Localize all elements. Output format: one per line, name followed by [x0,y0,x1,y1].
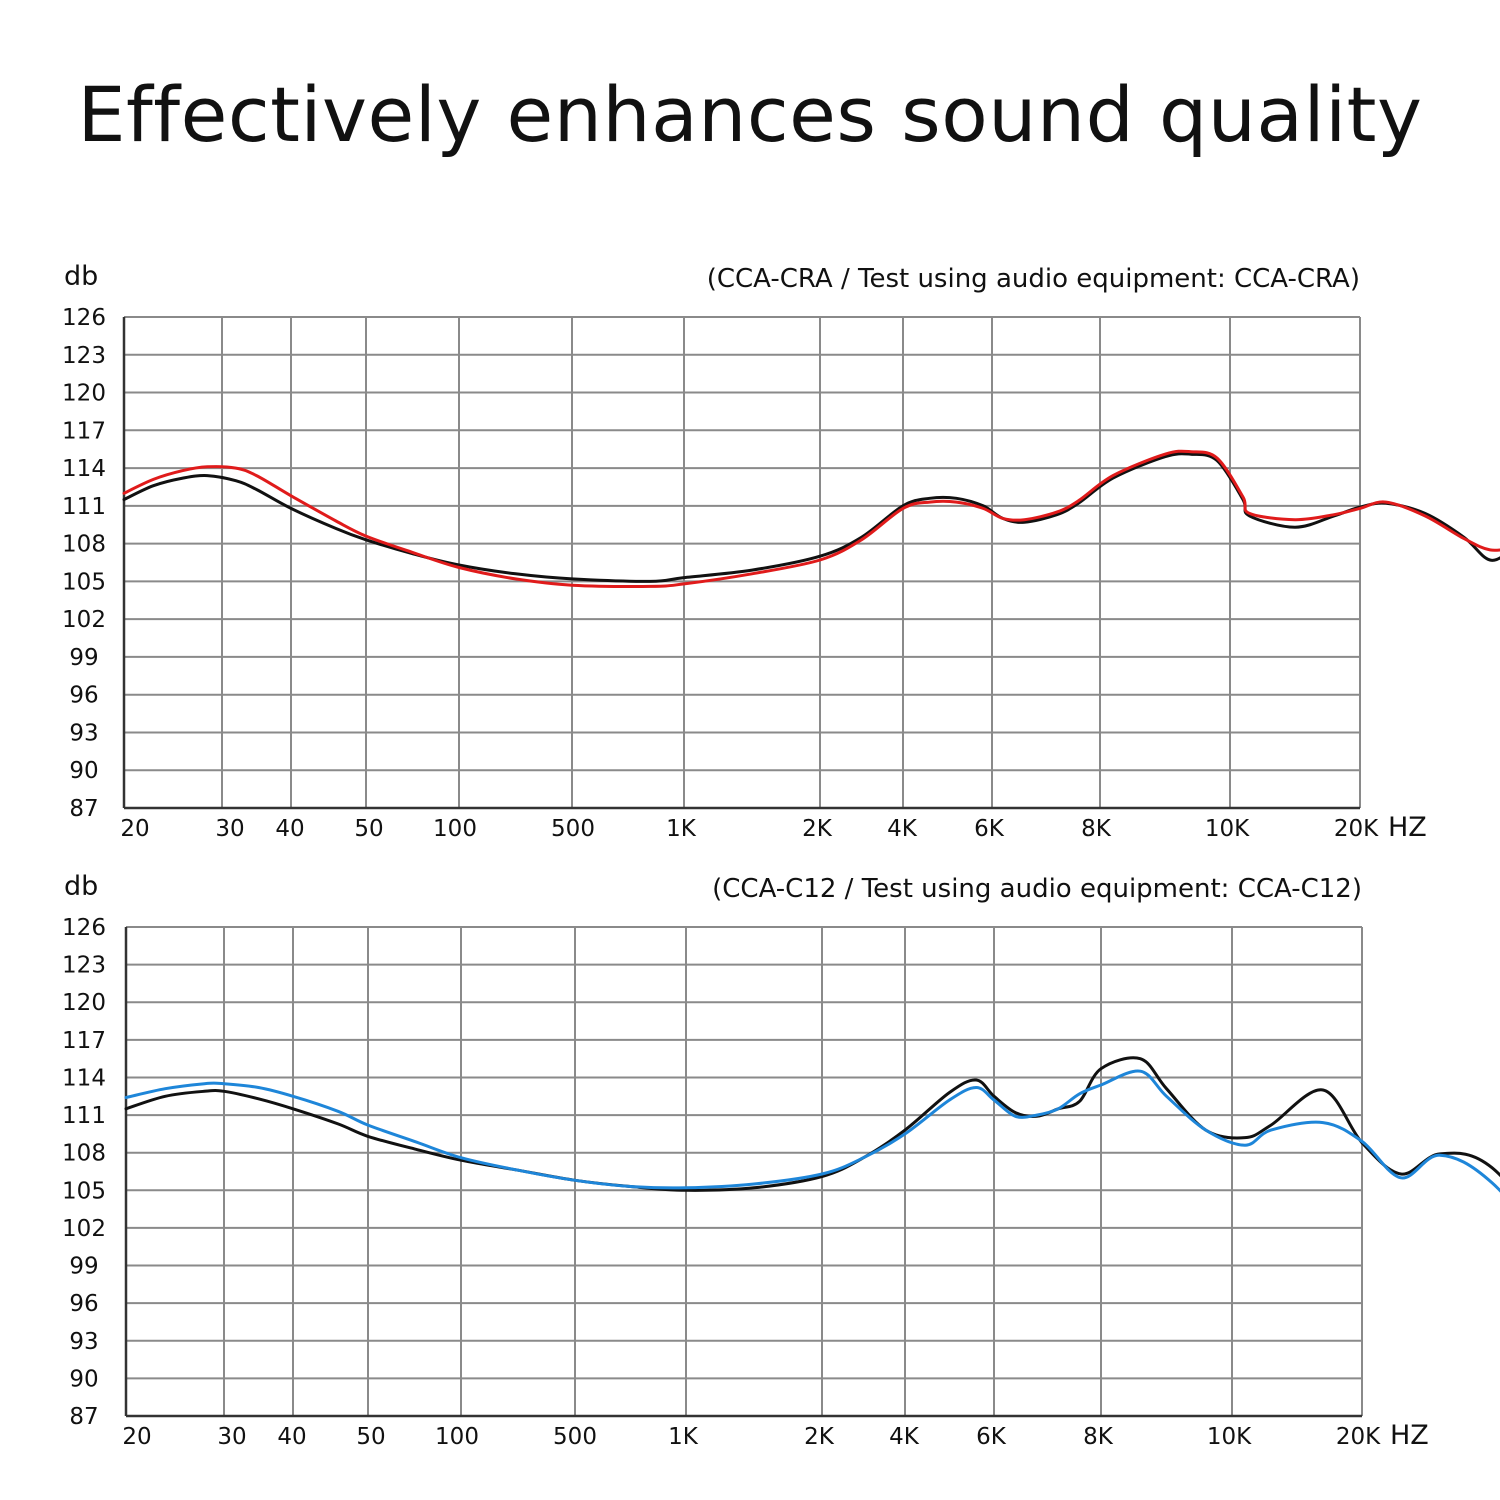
x-tick-label: 20K [1334,816,1379,842]
x-tick-label: 500 [553,1424,597,1450]
y-tick-label: 90 [69,758,98,784]
y-tick-label: 117 [62,1028,106,1054]
series-line-black [122,452,1500,583]
x-axis-title: HZ [1388,812,1427,843]
series-line-red [122,449,1500,588]
x-tick-label: 8K [1081,816,1112,842]
x-tick-label: 8K [1083,1424,1114,1450]
x-tick-label: 20K [1336,1424,1381,1450]
y-tick-label: 126 [62,915,106,941]
x-tick-label: 500 [551,816,595,842]
x-tick-label: 4K [887,816,918,842]
series-line-black [124,1056,1500,1192]
page-title: Effectively enhances sound quality [77,70,1423,159]
y-tick-label: 99 [69,1254,98,1280]
y-tick-label: 126 [62,305,106,331]
x-tick-label: 10K [1207,1424,1252,1450]
x-tick-label: 2K [804,1424,835,1450]
y-tick-label: 120 [62,990,106,1016]
x-tick-label: 40 [275,816,304,842]
x-tick-label: 2K [802,816,833,842]
y-tick-label: 102 [62,607,106,633]
y-tick-label: 96 [69,1291,98,1317]
y-tick-label: 105 [62,1178,106,1204]
x-tick-label: 10K [1205,816,1250,842]
x-tick-label: 50 [354,816,383,842]
y-tick-label: 87 [69,1404,98,1430]
y-tick-label: 102 [62,1216,106,1242]
x-tick-label: 50 [356,1424,385,1450]
x-tick-label: 6K [974,816,1005,842]
y-tick-label: 114 [62,456,106,482]
chart-title: (CCA-CRA / Test using audio equipment: C… [707,264,1360,294]
x-tick-label: 20 [122,1424,151,1450]
y-axis-title: db [64,261,98,292]
x-tick-label: 100 [433,816,477,842]
x-tick-label: 30 [217,1424,246,1450]
x-axis-title: HZ [1390,1420,1429,1451]
x-tick-label: 30 [215,816,244,842]
y-tick-label: 108 [62,1141,106,1167]
y-tick-label: 93 [69,1329,98,1355]
x-tick-label: 40 [277,1424,306,1450]
x-tick-label: 100 [435,1424,479,1450]
y-tick-label: 117 [62,418,106,444]
y-tick-label: 93 [69,720,98,746]
y-tick-label: 123 [62,953,106,979]
chart-title: (CCA-C12 / Test using audio equipment: C… [712,874,1362,904]
x-tick-label: 6K [976,1424,1007,1450]
y-tick-label: 111 [62,1103,106,1129]
x-tick-label: 20 [120,816,149,842]
y-tick-label: 108 [62,532,106,558]
y-tick-label: 99 [69,645,98,671]
y-tick-label: 96 [69,683,98,709]
y-tick-label: 105 [62,569,106,595]
y-tick-label: 111 [62,494,106,520]
y-tick-label: 90 [69,1366,98,1392]
x-tick-label: 4K [889,1424,920,1450]
series-line-blue [124,1069,1500,1193]
x-tick-label: 1K [668,1424,699,1450]
y-tick-label: 87 [69,796,98,822]
y-tick-label: 114 [62,1065,106,1091]
x-tick-label: 1K [666,816,697,842]
y-tick-label: 123 [62,343,106,369]
y-tick-label: 120 [62,381,106,407]
y-axis-title: db [64,871,98,902]
